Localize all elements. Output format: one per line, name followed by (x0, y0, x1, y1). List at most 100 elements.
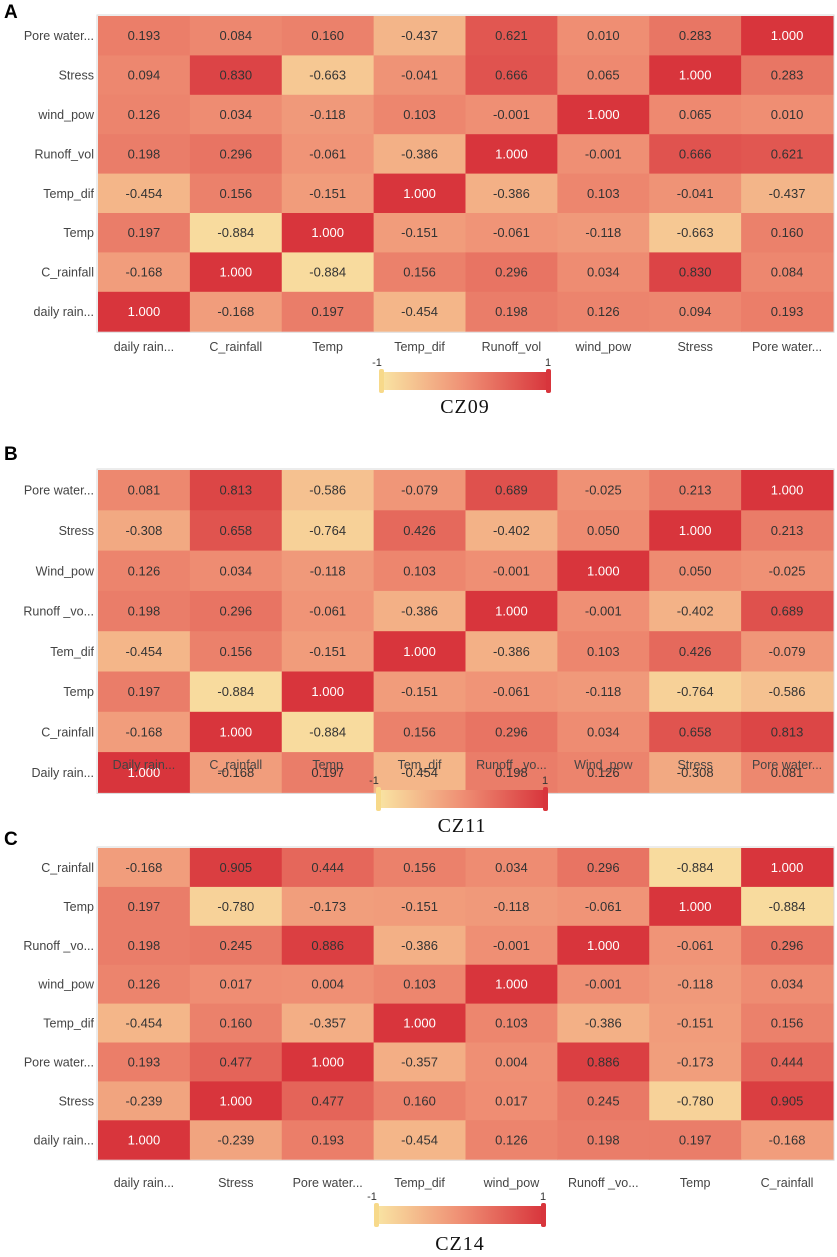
chart-title: CZ09 (440, 396, 490, 418)
heatmap-cell (465, 252, 558, 293)
heatmap-cell (741, 752, 834, 793)
heatmap-cell (465, 752, 558, 793)
heatmap-cell (98, 16, 191, 56)
cell-value-label: -0.173 (309, 899, 346, 914)
cell-value-label: -0.386 (401, 604, 438, 619)
heatmap-cell (649, 752, 742, 793)
heatmap-cell (649, 16, 742, 56)
cell-value-label: -0.386 (585, 1016, 622, 1031)
cell-value-label: 0.198 (495, 765, 528, 780)
heatmap-cell (741, 1120, 834, 1160)
cell-value-label: 0.197 (128, 684, 161, 699)
heatmap-cell (189, 848, 283, 888)
cell-value-label: 1.000 (311, 684, 344, 699)
cell-value-label: -0.386 (401, 938, 438, 953)
heatmap-cell (373, 1042, 466, 1082)
cell-value-label: 0.193 (128, 1054, 161, 1069)
cell-value-label: -0.454 (126, 1016, 163, 1031)
cell-value-label: -0.239 (126, 1093, 163, 1108)
panel-label: A (4, 2, 18, 23)
cell-value-label: 0.084 (220, 28, 253, 43)
cell-value-label: -0.454 (401, 765, 438, 780)
heatmap-cell (281, 711, 375, 753)
legend-max-label: 1 (542, 775, 548, 787)
cell-value-label: -0.402 (493, 523, 530, 538)
heatmap-cell (373, 470, 466, 511)
heatmap-cell (557, 173, 650, 214)
chart-title: CZ14 (435, 1233, 485, 1255)
cell-value-label: 0.213 (771, 523, 804, 538)
cell-value-label: 1.000 (679, 68, 712, 83)
cell-value-label: -0.386 (401, 146, 438, 161)
cell-value-label: 1.000 (495, 604, 528, 619)
cell-value-label: 0.296 (220, 146, 253, 161)
cell-value-label: 0.065 (587, 68, 620, 83)
heatmap-cell (465, 1081, 558, 1121)
x-axis-tick-label: Temp (680, 1176, 711, 1190)
cell-value-label: 0.198 (587, 1132, 620, 1147)
cell-value-label: 0.905 (220, 860, 253, 875)
cell-value-label: -0.663 (677, 225, 714, 240)
x-axis-tick-label: Daily rain... (113, 758, 176, 772)
heatmap-cell (98, 886, 191, 927)
cell-value-label: -0.386 (493, 186, 530, 201)
cell-value-label: 0.426 (679, 644, 712, 659)
cell-value-label: -0.118 (585, 684, 621, 699)
heatmap-cell (189, 752, 283, 793)
cell-value-label: 0.213 (679, 483, 712, 498)
legend-max-handle (541, 1203, 546, 1227)
cell-value-label: 0.813 (771, 724, 804, 739)
heatmap-cell (189, 1120, 283, 1160)
heatmap-cell (281, 213, 375, 253)
heatmap-cell (189, 213, 283, 253)
cell-value-label: -0.168 (217, 304, 254, 319)
heatmap-cell (465, 886, 558, 927)
cell-value-label: -0.764 (677, 684, 714, 699)
y-axis-tick-label: C_rainfall (41, 266, 94, 280)
legend-gradient-bar (378, 790, 546, 808)
cell-value-label: -0.041 (401, 68, 438, 83)
cell-value-label: 0.034 (587, 265, 620, 280)
heatmap-cell (649, 55, 742, 96)
cell-value-label: 0.156 (403, 724, 436, 739)
cell-value-label: 0.034 (771, 977, 804, 992)
heatmap-cell (281, 925, 375, 966)
cell-value-label: 0.103 (495, 1016, 528, 1031)
cell-value-label: 0.197 (311, 765, 344, 780)
cell-value-label: 0.034 (220, 107, 253, 122)
cell-value-label: -0.780 (677, 1093, 714, 1108)
cell-value-label: -0.001 (585, 146, 622, 161)
heatmap-cell (281, 848, 375, 888)
cell-value-label: 0.886 (311, 938, 344, 953)
cell-value-label: 0.197 (128, 225, 161, 240)
heatmap-cell (741, 1081, 834, 1121)
legend-max-label: 1 (545, 357, 551, 369)
heatmap-cell (373, 848, 466, 888)
legend-gradient-bar (381, 372, 549, 390)
heatmap-cell (373, 671, 466, 713)
cell-value-label: 0.283 (679, 28, 712, 43)
heatmap-cell (557, 1042, 650, 1082)
cell-value-label: -0.437 (401, 28, 438, 43)
cell-value-label: 0.296 (495, 724, 528, 739)
heatmap-cell (98, 964, 191, 1005)
cell-value-label: 0.103 (587, 644, 620, 659)
cell-value-label: 1.000 (403, 1016, 436, 1031)
heatmap-cell (557, 886, 650, 927)
cell-value-label: -0.151 (309, 186, 346, 201)
cell-value-label: 0.094 (679, 304, 712, 319)
cell-value-label: 0.126 (128, 107, 161, 122)
cell-value-label: -0.884 (769, 899, 806, 914)
y-axis-tick-label: Temp (63, 685, 94, 699)
heatmap-cell (281, 470, 375, 511)
heatmap-cell (189, 711, 283, 753)
heatmap-panel-b: B 0.081 0.813 -0.586 -0.079 0.689 -0.025 0.213 1… (4, 444, 835, 837)
heatmap-cell (557, 671, 650, 713)
heatmap-cell (741, 671, 834, 713)
cell-value-label: -0.437 (769, 186, 806, 201)
heatmap-cell (189, 16, 283, 56)
cell-value-label: -0.118 (585, 225, 621, 240)
heatmap-cell (189, 631, 283, 672)
heatmap-cell (189, 1003, 283, 1043)
heatmap-cell (373, 886, 466, 927)
